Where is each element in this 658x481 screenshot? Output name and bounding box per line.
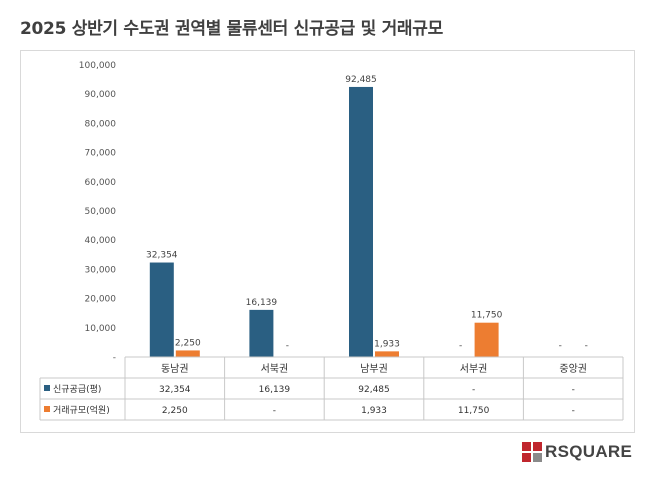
chart-title: 2025 상반기 수도권 권역별 물류센터 신규공급 및 거래규모 [20,19,443,39]
table-cell: - [572,406,575,416]
table-cell: 92,485 [358,385,390,395]
table-cell: 2,250 [162,406,188,416]
data-label: 1,933 [374,339,400,349]
rsquare-logo-text: RSQUARE [545,442,633,461]
rsquare-logo-mark-icon [522,442,542,462]
data-label: - [286,341,289,351]
y-tick-label: 30,000 [85,265,117,275]
category-label: 동남권 [161,363,189,375]
data-label: 11,750 [471,311,503,321]
category-label: 남부권 [360,363,388,375]
data-label: 92,485 [345,75,377,85]
data-label: - [585,341,588,351]
y-tick-label: 80,000 [85,119,117,129]
data-label: - [459,341,462,351]
y-tick-label: 40,000 [85,236,117,246]
bar [375,351,399,357]
bar [349,86,373,358]
category-label: 서부권 [460,363,488,375]
y-tick-label: 50,000 [85,207,117,217]
bar [249,309,274,357]
legend-swatch [44,406,50,412]
chart-area [20,50,635,433]
table-cell: 11,750 [458,406,490,416]
data-label: 32,354 [146,251,178,261]
table-cell: - [273,406,276,416]
category-label: 중앙권 [559,363,587,375]
rsquare-logo: RSQUARE [522,441,632,463]
y-tick-label: 20,000 [85,295,117,305]
data-label: - [559,341,562,351]
y-tick-label: 90,000 [85,90,117,100]
table-cell: 32,354 [159,385,191,395]
y-tick-label: 70,000 [85,149,117,159]
bar [175,350,200,357]
data-label: 16,139 [246,298,278,308]
legend-label: 거래규모(억원) [53,404,110,416]
data-label: 2,250 [175,338,201,348]
y-tick-label: 60,000 [85,178,117,188]
y-tick-label: - [113,353,116,363]
bar [149,262,174,357]
legend-label: 신규공급(평) [53,384,101,395]
table-cell: - [472,385,475,395]
y-tick-label: 100,000 [79,61,116,71]
bar [474,322,499,357]
legend-swatch [44,385,50,391]
table-cell: 1,933 [361,406,387,416]
y-tick-label: 10,000 [85,324,117,334]
table-cell: 16,139 [259,385,291,395]
category-label: 서북권 [261,363,289,375]
table-cell: - [572,385,575,395]
